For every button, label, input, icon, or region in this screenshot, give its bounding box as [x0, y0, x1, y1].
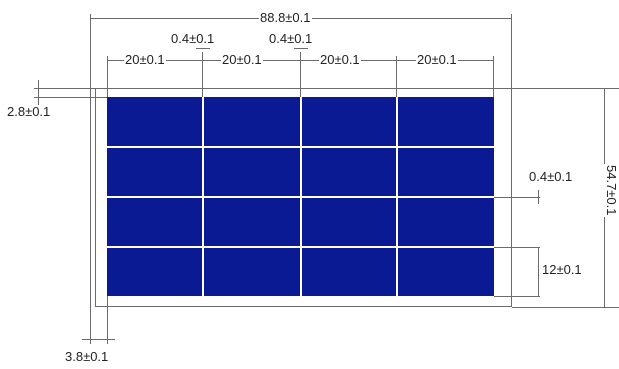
label-cell-width: 20±0.1	[319, 52, 361, 67]
extension-line	[202, 52, 203, 97]
gap-marker	[294, 48, 308, 49]
dim-line-cell-height	[538, 247, 539, 297]
dim-line-right-gap	[538, 190, 539, 204]
extension-line	[512, 307, 619, 308]
extension-line	[494, 296, 540, 297]
extension-line	[511, 14, 512, 88]
label-cell-height: 12±0.1	[541, 262, 583, 277]
dim-line-top-margin	[38, 80, 39, 105]
label-cell-width: 20±0.1	[124, 52, 166, 67]
label-top-margin: 2.8±0.1	[6, 104, 52, 119]
label-gap-a: 0.4±0.1	[170, 31, 216, 46]
label-gap-b: 0.4±0.1	[268, 31, 314, 46]
extension-line	[494, 247, 540, 248]
extension-line	[107, 56, 108, 97]
label-cell-width: 20±0.1	[221, 52, 263, 67]
extension-line	[396, 56, 397, 97]
label-cell-width: 20±0.1	[416, 52, 458, 67]
extension-line	[34, 88, 96, 89]
extension-line	[300, 52, 301, 97]
extension-line	[107, 296, 108, 344]
label-left-margin: 3.8±0.1	[64, 349, 110, 364]
extension-line	[90, 14, 91, 344]
extension-line	[493, 56, 494, 97]
label-overall-height: 54.7±0.1	[604, 164, 619, 217]
extension-line	[512, 88, 619, 89]
dim-line-left-margin	[82, 339, 115, 340]
cell-gridline	[107, 146, 494, 148]
label-right-gap: 0.4±0.1	[528, 169, 574, 184]
extension-line	[494, 197, 540, 198]
cell-gridline	[107, 196, 494, 198]
extension-line	[34, 97, 107, 98]
cell-gridline	[107, 246, 494, 248]
label-overall-width: 88.8±0.1	[259, 10, 312, 25]
gap-marker	[196, 48, 210, 49]
